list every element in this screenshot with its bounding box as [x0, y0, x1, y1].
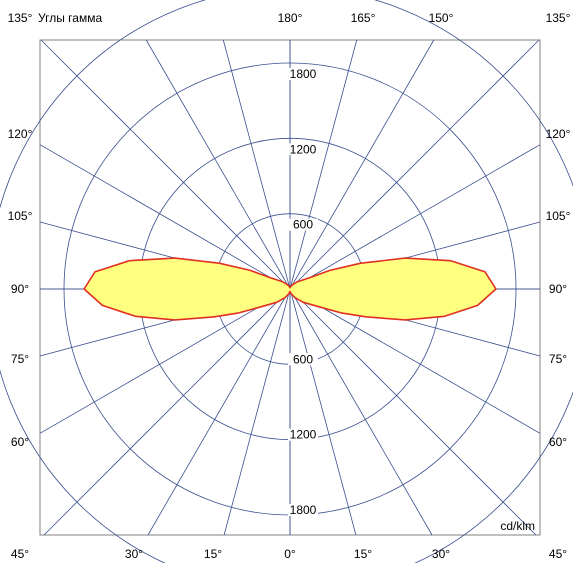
top-angle-label-0: 135° [8, 11, 33, 25]
unit-label: cd/klm [500, 519, 535, 533]
radial-tick-top-0: 1800 [290, 67, 317, 81]
right-angle-label-0: 120° [546, 127, 571, 141]
spoke-345-deg [223, 288, 291, 536]
right-angle-label-4: 60° [549, 435, 567, 449]
spoke-150-deg [289, 39, 435, 290]
spoke-60-deg [289, 288, 541, 434]
radial-tick-bottom-1-bg [288, 428, 318, 441]
spoke-210-deg [145, 39, 291, 290]
spoke-120-deg [289, 144, 541, 290]
left-angle-label-4: 60° [11, 435, 29, 449]
spoke-45-deg [289, 288, 537, 536]
top-angle-label-2: 165° [351, 11, 376, 25]
radial-tick-top-2-bg [288, 218, 318, 231]
right-angle-label-3: 75° [549, 352, 567, 366]
left-angle-label-1: 105° [8, 209, 33, 223]
light-distribution-curves [83, 257, 497, 321]
radial-tick-labels: 1800 1200 600 600 1200 1800 [288, 67, 318, 517]
spoke-300-deg [39, 288, 291, 434]
spoke-30-deg [289, 288, 433, 536]
radial-tick-bottom-0: 600 [293, 352, 313, 366]
spoke-330-deg [147, 288, 291, 536]
top-angle-label-1: 180° [278, 11, 303, 25]
left-angle-label-2: 90° [11, 282, 29, 296]
bottom-angle-label-5: 30° [432, 547, 450, 561]
bottom-angle-label-3: 0° [284, 547, 296, 561]
spoke-15-deg [289, 288, 357, 536]
spoke-225-deg [40, 39, 291, 290]
spoke-195-deg [222, 39, 291, 290]
radial-tick-top-1: 1200 [290, 142, 317, 156]
top-angle-label-3: 150° [429, 11, 454, 25]
radial-tick-bottom-1: 1200 [290, 428, 317, 442]
radial-tick-bottom-0-bg [288, 353, 318, 366]
bottom-angle-label-6: 45° [549, 547, 567, 561]
radial-tick-top-2: 600 [293, 218, 313, 232]
bottom-angle-label-4: 15° [354, 547, 372, 561]
right-angle-label-2: 90° [549, 282, 567, 296]
series-curve-c0-c180 [83, 257, 497, 321]
spoke-165-deg [289, 39, 358, 290]
angle-labels: 135° 180° 165° 150° 135° 120° 105° 90° 75° 60° 120… [8, 11, 571, 561]
radial-tick-bottom-2-bg [288, 504, 318, 516]
chart-title: Углы гамма [38, 11, 102, 25]
bottom-angle-label-0: 45° [11, 547, 29, 561]
radial-tick-top-0-bg [288, 68, 318, 80]
top-angle-label-4: 135° [546, 11, 571, 25]
bottom-angle-label-2: 15° [204, 547, 222, 561]
left-angle-label-3: 75° [11, 352, 29, 366]
spoke-240-deg [39, 144, 291, 290]
left-angle-label-0: 120° [8, 127, 33, 141]
bottom-angle-label-1: 30° [125, 547, 143, 561]
radial-tick-bottom-2: 1800 [290, 503, 317, 517]
radial-tick-top-1-bg [288, 143, 318, 156]
right-angle-label-1: 105° [546, 209, 571, 223]
spoke-135-deg [289, 39, 540, 290]
spoke-315-deg [43, 288, 291, 536]
